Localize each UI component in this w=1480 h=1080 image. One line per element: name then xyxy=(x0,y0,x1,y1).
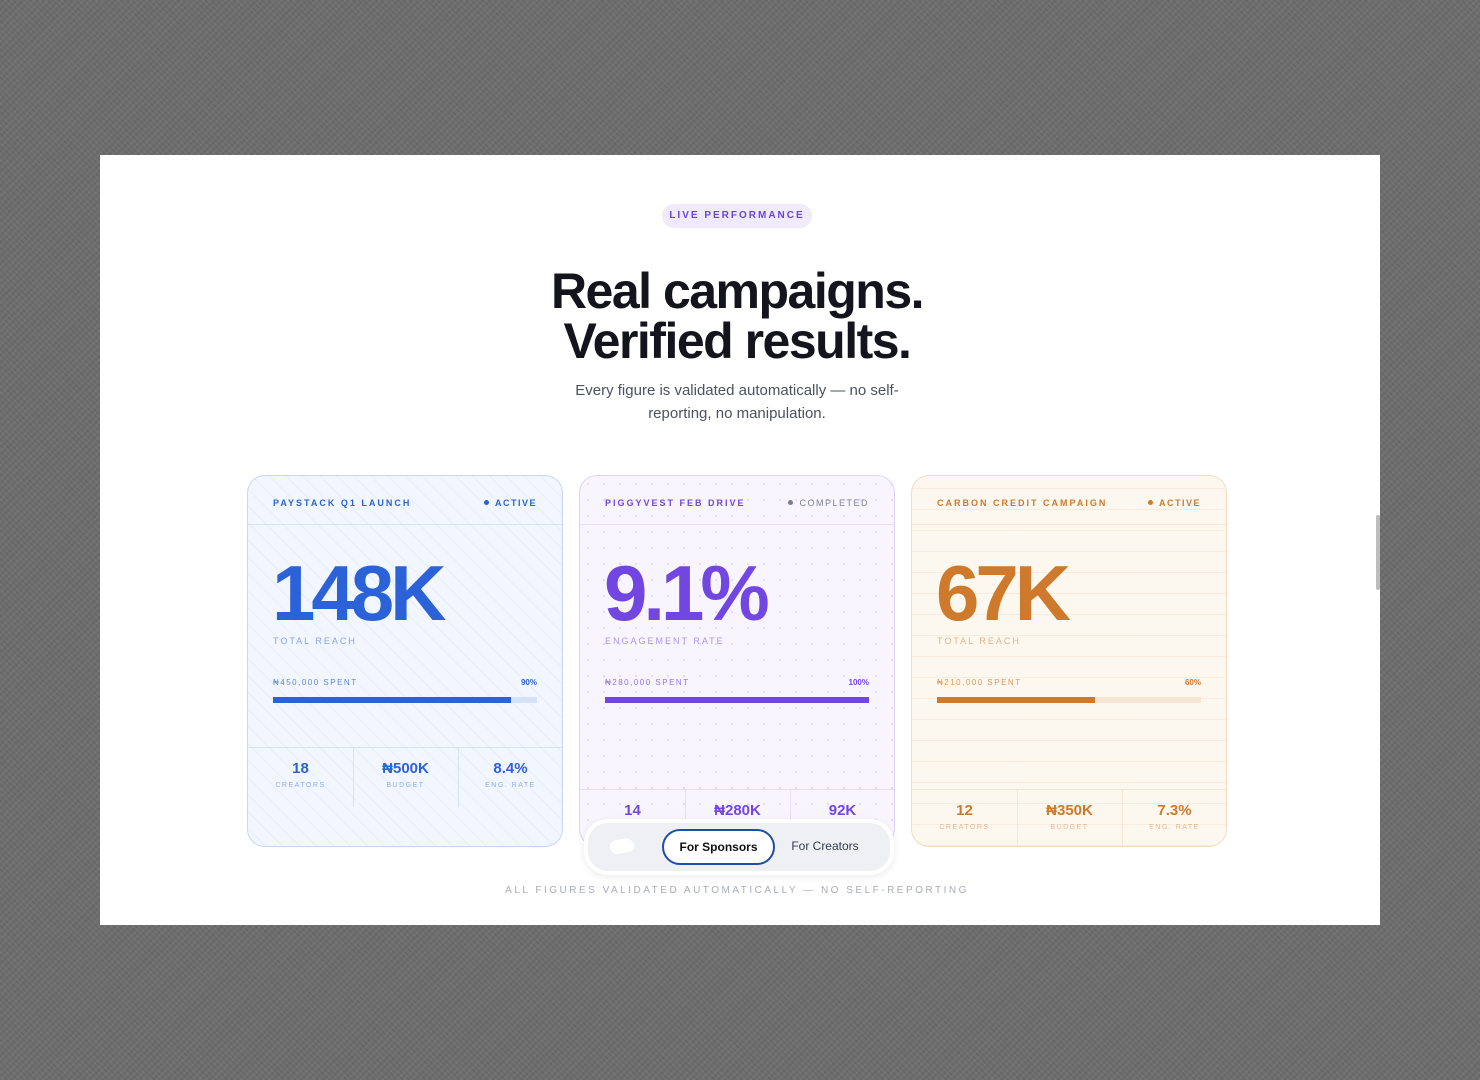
stat: 18 CREATORS xyxy=(248,760,353,789)
progress-fill xyxy=(605,697,869,703)
progress-fill xyxy=(937,697,1096,703)
spent: ₦210,000 SPENT xyxy=(937,678,1022,687)
status-dot xyxy=(483,500,489,505)
progress-fill xyxy=(273,697,511,703)
campaign-name: CARBON CREDIT CAMPAIGN xyxy=(937,498,1108,508)
percent: 60% xyxy=(1184,678,1201,687)
stat-value: 7.3% xyxy=(1157,802,1192,819)
stat: ₦350K BUDGET xyxy=(1017,802,1122,831)
divider xyxy=(912,524,1226,525)
stat: ₦500K BUDGET xyxy=(353,760,458,789)
stat-label: BUDGET xyxy=(1050,824,1089,831)
divider xyxy=(912,789,1226,790)
status-label: COMPLETED xyxy=(799,498,869,508)
stat: 8.4% ENG. RATE xyxy=(458,760,562,789)
stat-label: ENG. RATE xyxy=(1149,824,1200,831)
subtitle: Every figure is validated automatically … xyxy=(575,382,899,422)
divider xyxy=(685,789,686,846)
badge: LIVE PERFORMANCE xyxy=(662,204,812,228)
campaign-name: PIGGYVEST FEB DRIVE xyxy=(605,498,746,508)
stat-label: CREATORS xyxy=(939,824,990,831)
stat-value: 12 xyxy=(956,802,973,819)
divider xyxy=(248,524,562,525)
headline: Verified results. xyxy=(563,313,912,369)
toggle-icon xyxy=(608,836,636,856)
metric-label: TOTAL REACH xyxy=(937,636,1021,646)
campaign-card: CARBON CREDIT CAMPAIGN ACTIVE 67K TOTAL REA… xyxy=(911,475,1227,847)
status: ACTIVE xyxy=(483,498,537,508)
divider xyxy=(1017,789,1018,846)
status-dot xyxy=(788,500,794,505)
footnote: ALL FIGURES VALIDATED AUTOMATICALLY — NO… xyxy=(505,885,969,896)
stat-value: ₦350K xyxy=(1046,802,1093,819)
status: COMPLETED xyxy=(788,498,869,508)
stat-value: 18 xyxy=(292,760,309,777)
headline: Real campaigns. xyxy=(550,263,925,319)
stat: ₦280K xyxy=(685,802,790,819)
progress-track xyxy=(273,697,537,703)
progress-track xyxy=(937,697,1201,703)
status-label: ACTIVE xyxy=(494,498,537,508)
stat-value: ₦280K xyxy=(714,802,761,819)
stat-value: 14 xyxy=(624,802,641,819)
scrollbar xyxy=(1376,515,1380,590)
divider xyxy=(1122,789,1123,846)
section: LIVE PERFORMANCE Real campaigns. Verifie… xyxy=(100,155,1380,925)
status-dot xyxy=(1147,500,1153,505)
audience-toggle: For Sponsors For Creators xyxy=(584,819,894,875)
divider xyxy=(248,747,562,748)
stat-value: 92K xyxy=(828,802,857,819)
percent: 100% xyxy=(848,678,869,687)
campaign-card: PAYSTACK Q1 LAUNCH ACTIVE 148K TOTAL REACH ₦… xyxy=(247,475,563,847)
stat: 92K xyxy=(790,802,894,819)
stat-label: ENG. RATE xyxy=(485,782,536,789)
stat: 7.3% ENG. RATE xyxy=(1122,802,1226,831)
divider xyxy=(580,789,894,790)
headline-metric: 67K xyxy=(936,549,1071,637)
headline-metric: 9.1% xyxy=(604,549,770,637)
campaign-name: PAYSTACK Q1 LAUNCH xyxy=(273,498,412,508)
status-label: ACTIVE xyxy=(1158,498,1201,508)
status: ACTIVE xyxy=(1147,498,1201,508)
divider xyxy=(790,789,791,846)
divider xyxy=(353,747,354,807)
spent: ₦280,000 SPENT xyxy=(605,678,690,687)
percent: 90% xyxy=(520,678,537,687)
stat: 14 xyxy=(580,802,685,819)
metric-label: ENGAGEMENT RATE xyxy=(605,636,725,646)
stat-label: BUDGET xyxy=(386,782,425,789)
metric-label: TOTAL REACH xyxy=(273,636,357,646)
progress-track xyxy=(605,697,869,703)
stat-value: 8.4% xyxy=(493,760,528,777)
divider xyxy=(580,524,894,525)
toggle-option[interactable]: For Creators xyxy=(791,839,859,853)
stat: 12 CREATORS xyxy=(912,802,1017,831)
toggle-option[interactable]: For Sponsors xyxy=(662,829,775,865)
headline-metric: 148K xyxy=(272,549,446,637)
stat-label: CREATORS xyxy=(275,782,326,789)
spent: ₦450,000 SPENT xyxy=(273,678,358,687)
stat-value: ₦500K xyxy=(382,760,429,777)
divider xyxy=(458,747,459,807)
campaign-card: PIGGYVEST FEB DRIVE COMPLETED 9.1% ENGAGEME… xyxy=(579,475,895,847)
